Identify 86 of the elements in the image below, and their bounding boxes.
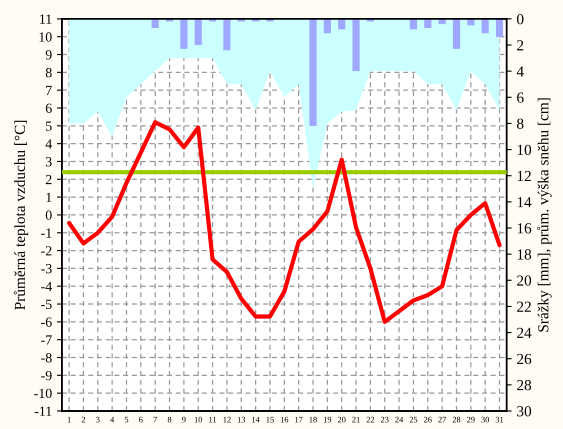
y2-tick-label: 14: [518, 197, 532, 208]
bar: [223, 18, 231, 50]
x-tick-label: 28: [452, 416, 460, 422]
y-tick-label: 0: [46, 210, 52, 220]
y2-tick-label: 6: [517, 92, 524, 103]
x-tick-label: 10: [194, 416, 202, 422]
bar: [467, 18, 474, 26]
y-tick-label: -6: [41, 317, 52, 327]
y-tick-label: -1: [41, 228, 52, 238]
x-tick-label: 11: [209, 416, 216, 422]
y-tick-label: -4: [41, 282, 52, 292]
bar: [424, 18, 432, 28]
x-tick-label: 17: [295, 416, 303, 422]
y-tick-label: -5: [41, 300, 52, 309]
y2-tick-label: 10: [518, 144, 532, 156]
x-tick-label: 9: [182, 416, 186, 422]
x-tick-label: 18: [310, 416, 317, 422]
x-tick-label: 31: [496, 416, 504, 422]
x-tick-label: 19: [324, 416, 332, 422]
y-axis-title: Průměrná teplota vzduchu [°C]: [14, 120, 28, 310]
y-tick-label: -9: [41, 370, 52, 380]
x-tick-label: 26: [424, 416, 432, 422]
x-tick-label: 2: [82, 416, 86, 422]
y-tick-label: -2: [41, 246, 52, 256]
y2-tick-label: 2: [517, 40, 524, 50]
y-tick-label: -8: [41, 353, 52, 362]
x-tick-label: 27: [438, 416, 446, 422]
line-series: [67, 120, 502, 324]
x-tick-label: 21: [352, 416, 360, 422]
x-tick-label: 1: [68, 416, 71, 422]
x-tick-label: 24: [395, 416, 404, 422]
bar: [180, 18, 188, 49]
x-tick-label: 6: [139, 416, 143, 422]
x-tick-label: 29: [467, 416, 475, 422]
x-tick-label: 3: [96, 416, 100, 422]
y-tick-label: -7: [41, 335, 52, 345]
y-tick-label: -3: [41, 264, 52, 274]
x-tick-label: 7: [154, 416, 158, 422]
bar: [324, 18, 331, 34]
y-tick-label: 9: [46, 50, 52, 60]
y2-tick-label: 12: [518, 170, 531, 182]
x-tick-label: 30: [481, 416, 490, 422]
x-tick-label: 23: [380, 416, 389, 422]
x-tick-label: 4: [110, 416, 114, 422]
bar: [338, 18, 346, 30]
y2-axis-title: Srážky [mm], prům. výška sněhu [cm]: [537, 98, 552, 332]
y-tick-label: 2: [46, 174, 52, 184]
bar: [452, 18, 460, 49]
x-tick-label: 16: [280, 416, 288, 422]
bar: [482, 18, 489, 34]
y-tick-label: -11: [34, 406, 52, 416]
x-tick-label: 12: [223, 416, 231, 422]
x-tick-label: 25: [410, 416, 418, 422]
y-tick-label: 6: [46, 104, 52, 113]
x-tick-label: 5: [124, 416, 128, 422]
y-tick-label: 10: [40, 32, 52, 42]
x-tick-label: 22: [366, 416, 374, 422]
y2-tick-label: 16: [518, 223, 532, 234]
y2-tick-label: 4: [516, 66, 524, 76]
x-tick-label: 15: [266, 416, 274, 422]
y2-tick-label: 28: [517, 380, 532, 390]
y2-tick-label: 0: [517, 14, 524, 24]
bar: [309, 18, 317, 126]
bar: [352, 18, 360, 72]
bar: [152, 18, 159, 28]
bar: [496, 18, 504, 38]
y-tick-label: 4: [46, 139, 52, 148]
y2-tick-label: 8: [517, 118, 524, 129]
y-tick-label: 3: [46, 157, 52, 166]
y-tick-label: -10: [34, 388, 52, 398]
y2-tick-label: 20: [517, 275, 532, 286]
y2-tick-label: 26: [517, 354, 532, 364]
bar: [410, 18, 418, 30]
y2-tick-label: 18: [518, 249, 532, 260]
x-tick-label: 13: [238, 416, 246, 422]
x-tick-label: 8: [168, 416, 172, 422]
x-tick-label: 14: [252, 416, 260, 422]
y-tick-label: 5: [46, 122, 52, 131]
x-tick-label: 20: [338, 416, 346, 422]
y-tick-label: 7: [46, 86, 52, 95]
y-tick-label: 1: [46, 192, 52, 202]
y2-tick-label: 24: [517, 328, 532, 338]
y-tick-label: 11: [40, 14, 52, 24]
bar: [194, 18, 202, 46]
y-tick-label: 8: [46, 68, 52, 78]
y2-tick-label: 22: [517, 302, 531, 312]
